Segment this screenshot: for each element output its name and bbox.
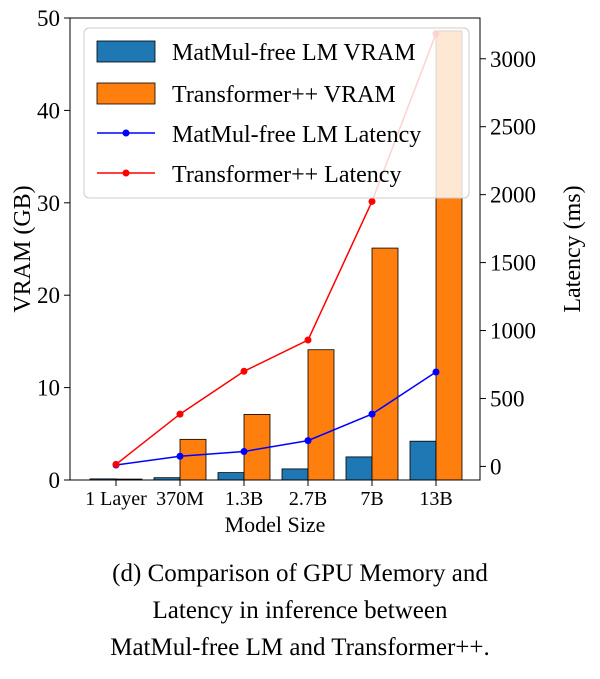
y-right-tick-label-6: 3000 xyxy=(490,47,536,72)
y-tick-label-1: 10 xyxy=(37,376,60,401)
point-transformer-latency-2 xyxy=(240,367,248,375)
bar-transformer-vram-3 xyxy=(307,349,335,481)
bar-transformer-vram-4 xyxy=(371,247,399,481)
point-matmul-latency-4 xyxy=(368,410,376,418)
figure-caption: (d) Comparison of GPU Memory and Latency… xyxy=(0,555,600,666)
point-transformer-latency-3 xyxy=(304,336,312,344)
y-tick-label-5: 50 xyxy=(37,6,60,31)
point-matmul-latency-1 xyxy=(176,452,184,460)
x-axis-label: Model Size xyxy=(225,512,326,537)
bar-matmul-vram-2 xyxy=(217,472,245,481)
bars-layer xyxy=(89,30,463,481)
legend-label-matmul-vram: MatMul-free LM VRAM xyxy=(172,40,416,66)
point-transformer-latency-0 xyxy=(112,460,120,468)
y-tick-label-0: 0 xyxy=(49,468,61,493)
bar-matmul-vram-5 xyxy=(409,440,437,481)
y-axis-label: VRAM (GB) xyxy=(10,185,36,312)
plot-frame xyxy=(69,17,481,481)
line-matmul-latency xyxy=(115,371,437,466)
x-tick-label-1: 370M xyxy=(156,488,204,510)
legend-label-transformer-latency: Transformer++ Latency xyxy=(172,162,401,188)
legend-label-matmul-latency: MatMul-free LM Latency xyxy=(172,122,421,148)
x-tick-label-4: 7B xyxy=(360,488,383,510)
y-right-tick-label-4: 2000 xyxy=(490,183,536,208)
point-transformer-latency-1 xyxy=(176,410,184,418)
caption-line-1: (d) Comparison of GPU Memory and xyxy=(112,560,488,587)
point-transformer-latency-4 xyxy=(368,197,376,205)
x-tick-label-3: 2.7B xyxy=(289,488,327,510)
y-tick-label-3: 30 xyxy=(37,191,60,216)
y-right-tick-label-2: 1000 xyxy=(490,319,536,344)
point-matmul-latency-3 xyxy=(304,437,312,445)
legend: MatMul-free LM VRAM Transformer++ VRAM M… xyxy=(83,27,470,199)
bar-matmul-vram-4 xyxy=(345,456,373,481)
legend-label-transformer-vram: Transformer++ VRAM xyxy=(172,82,396,108)
y-axis-label-right: Latency (ms) xyxy=(560,185,586,312)
point-matmul-latency-2 xyxy=(240,447,248,455)
y-tick-label-2: 20 xyxy=(37,283,60,308)
bar-transformer-vram-1 xyxy=(179,438,207,481)
x-tick-label-5: 13B xyxy=(419,488,452,510)
caption-line-2: Latency in inference between xyxy=(152,597,448,624)
legend-swatch-transformer-vram xyxy=(96,82,156,105)
point-matmul-latency-5 xyxy=(432,368,440,376)
legend-marker-matmul-latency xyxy=(122,129,130,137)
y-right-tick-label-3: 1500 xyxy=(490,251,536,276)
y-tick-label-4: 40 xyxy=(37,98,60,123)
y-right-tick-label-0: 0 xyxy=(490,454,502,479)
legend-swatch-matmul-vram xyxy=(96,40,156,63)
bar-matmul-vram-3 xyxy=(281,468,309,481)
x-tick-label-2: 1.3B xyxy=(225,488,263,510)
legend-box xyxy=(83,27,470,199)
y-right-tick-label-5: 2500 xyxy=(490,115,536,140)
y-right-tick-label-1: 500 xyxy=(490,386,525,411)
x-tick-label-0: 1 Layer xyxy=(85,488,147,510)
legend-marker-transformer-latency xyxy=(122,169,130,177)
caption-line-3: MatMul-free LM and Transformer++. xyxy=(110,634,490,661)
